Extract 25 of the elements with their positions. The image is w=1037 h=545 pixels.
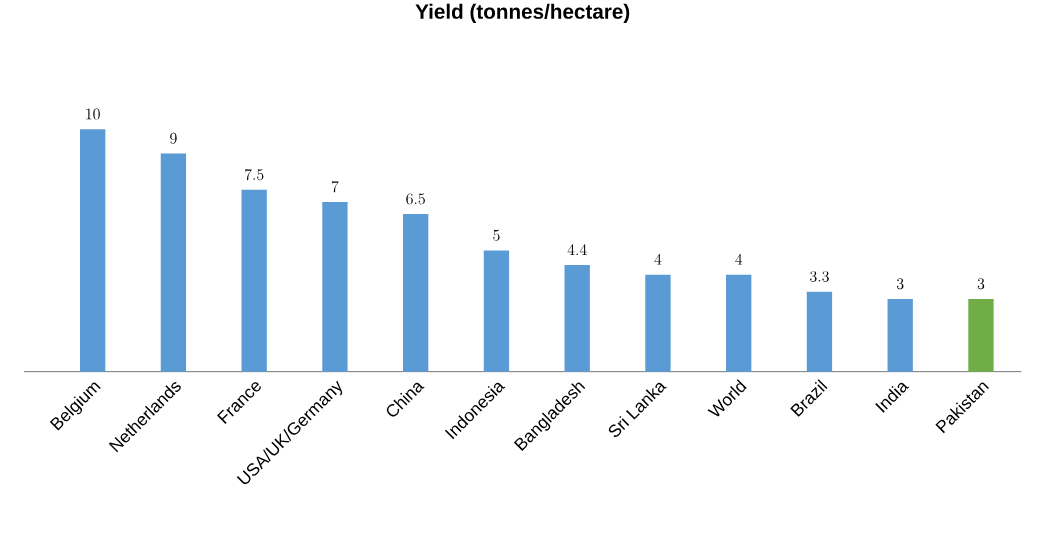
bar — [483, 250, 510, 372]
bar — [726, 274, 752, 372]
bar — [806, 291, 833, 372]
bar — [403, 214, 429, 372]
data-label: 4 — [654, 253, 662, 265]
data-label: 3.3 — [810, 270, 829, 282]
bar — [241, 189, 267, 372]
data-label: 3 — [977, 278, 985, 290]
bar — [160, 153, 187, 372]
chart-title: Yield (tonnes/hectare) — [415, 3, 630, 23]
bar — [322, 201, 348, 372]
data-label: 6.5 — [406, 193, 425, 205]
data-label: 9 — [170, 132, 177, 144]
bar — [564, 264, 590, 372]
bar — [79, 129, 106, 372]
bar — [968, 298, 994, 372]
data-label: 4 — [735, 253, 743, 265]
data-label: 3 — [896, 278, 904, 290]
data-label: 10 — [86, 108, 100, 120]
data-label: 4.4 — [567, 244, 587, 255]
data-label: 5 — [493, 229, 500, 241]
data-label: 7 — [331, 181, 339, 193]
bar — [887, 298, 913, 372]
data-label: 7.5 — [245, 168, 264, 181]
bar — [645, 274, 671, 372]
